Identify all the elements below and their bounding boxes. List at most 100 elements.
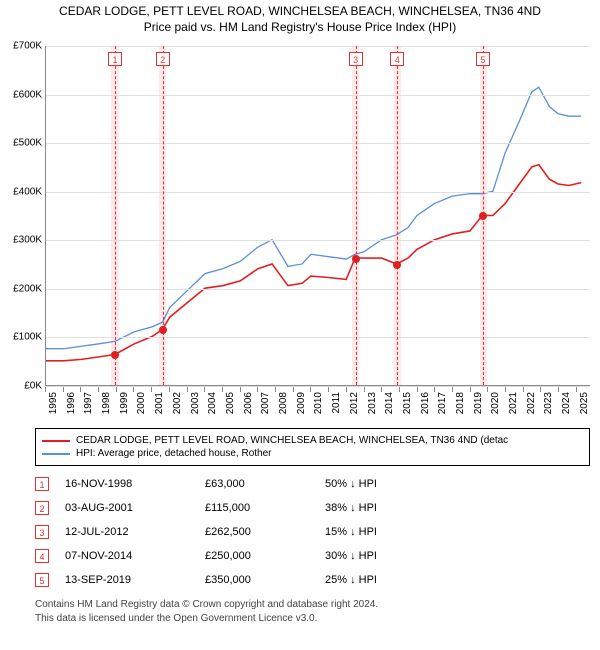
x-tick	[417, 387, 418, 392]
y-axis-label: £100K	[0, 332, 42, 343]
y-axis-label: £500K	[0, 138, 42, 149]
series-price_paid	[46, 165, 581, 361]
x-tick	[576, 387, 577, 392]
event-price: £63,000	[205, 478, 325, 490]
series-hpi	[46, 87, 581, 349]
x-tick	[346, 387, 347, 392]
event-number-box: 5	[35, 573, 49, 587]
legend-row-hpi: HPI: Average price, detached house, Roth…	[42, 448, 583, 459]
y-axis-label: £300K	[0, 235, 42, 246]
x-tick	[133, 387, 134, 392]
x-tick	[275, 387, 276, 392]
event-number-box: 1	[35, 477, 49, 491]
x-tick	[540, 387, 541, 392]
x-tick	[364, 387, 365, 392]
gridline	[46, 143, 590, 144]
legend-label-hpi: HPI: Average price, detached house, Roth…	[76, 448, 272, 459]
chart-area: 12345 £0K£100K£200K£300K£400K£500K£600K£…	[0, 36, 600, 426]
event-date: 07-NOV-2014	[65, 550, 205, 562]
legend-swatch-price-paid	[42, 440, 70, 442]
legend-swatch-hpi	[42, 453, 70, 455]
x-tick	[470, 387, 471, 392]
gridline	[46, 289, 590, 290]
footer-line-2: This data is licensed under the Open Gov…	[35, 612, 590, 626]
price-marker	[159, 326, 167, 334]
x-tick	[151, 387, 152, 392]
x-tick	[116, 387, 117, 392]
event-delta: 50% ↓ HPI	[325, 478, 445, 490]
gridline	[46, 192, 590, 193]
title-line-2: Price paid vs. HM Land Registry's House …	[8, 20, 592, 34]
x-tick	[434, 387, 435, 392]
x-axis-label: 2025	[579, 392, 600, 414]
event-marker: 5	[476, 52, 490, 66]
y-axis-label: £400K	[0, 186, 42, 197]
x-tick	[558, 387, 559, 392]
price-marker	[111, 351, 119, 359]
event-date: 03-AUG-2001	[65, 502, 205, 514]
event-table-row: 4 07-NOV-2014£250,00030% ↓ HPI	[35, 544, 590, 568]
event-table-row: 203-AUG-2001£115,00038% ↓ HPI	[35, 496, 590, 520]
y-axis-label: £200K	[0, 283, 42, 294]
x-tick	[98, 387, 99, 392]
event-line	[356, 46, 357, 385]
x-tick	[487, 387, 488, 392]
x-tick	[222, 387, 223, 392]
footer: Contains HM Land Registry data © Crown c…	[35, 598, 590, 626]
event-marker: 3	[349, 52, 363, 66]
x-tick	[169, 387, 170, 392]
x-tick	[204, 387, 205, 392]
event-number-box: 3	[35, 525, 49, 539]
event-line	[163, 46, 164, 385]
x-tick	[310, 387, 311, 392]
event-delta: 15% ↓ HPI	[325, 526, 445, 538]
gridline	[46, 46, 590, 47]
event-marker: 4	[390, 52, 404, 66]
x-tick	[45, 387, 46, 392]
event-line	[397, 46, 398, 385]
event-table-row: 1 16-NOV-1998£63,00050% ↓ HPI	[35, 472, 590, 496]
event-number-box: 4	[35, 549, 49, 563]
plot-area: 1 2 3 4 5	[45, 46, 590, 386]
x-tick	[63, 387, 64, 392]
event-delta: 30% ↓ HPI	[325, 550, 445, 562]
gridline	[46, 95, 590, 96]
x-tick	[452, 387, 453, 392]
title-block: CEDAR LODGE, PETT LEVEL ROAD, WINCHELSEA…	[0, 0, 600, 36]
event-number-box: 2	[35, 501, 49, 515]
y-axis-label: £600K	[0, 89, 42, 100]
event-marker: 1	[108, 52, 122, 66]
footer-line-1: Contains HM Land Registry data © Crown c…	[35, 598, 590, 612]
events-table: 1 16-NOV-1998£63,00050% ↓ HPI 2 03-AUG-2001…	[35, 472, 590, 592]
event-price: £250,000	[205, 550, 325, 562]
x-tick	[523, 387, 524, 392]
line-svg	[46, 46, 590, 385]
legend-label-price-paid: CEDAR LODGE, PETT LEVEL ROAD, WINCHELSEA…	[76, 435, 508, 446]
price-marker	[479, 212, 487, 220]
event-date: 13-SEP-2019	[65, 574, 205, 586]
x-tick	[293, 387, 294, 392]
event-line	[115, 46, 116, 385]
price-marker	[393, 261, 401, 269]
x-tick	[187, 387, 188, 392]
legend: CEDAR LODGE, PETT LEVEL ROAD, WINCHELSEA…	[35, 428, 590, 466]
event-date: 12-JUL-2012	[65, 526, 205, 538]
event-date: 16-NOV-1998	[65, 478, 205, 490]
event-delta: 38% ↓ HPI	[325, 502, 445, 514]
event-table-row: 312-JUL-2012£262,50015% ↓ HPI	[35, 520, 590, 544]
gridline	[46, 386, 590, 387]
gridline	[46, 337, 590, 338]
gridline	[46, 240, 590, 241]
x-tick	[505, 387, 506, 392]
x-tick	[399, 387, 400, 392]
legend-row-price-paid: CEDAR LODGE, PETT LEVEL ROAD, WINCHELSEA…	[42, 435, 583, 446]
event-price: £350,000	[205, 574, 325, 586]
x-tick	[257, 387, 258, 392]
x-tick	[328, 387, 329, 392]
event-delta: 25% ↓ HPI	[325, 574, 445, 586]
x-tick	[80, 387, 81, 392]
x-tick	[381, 387, 382, 392]
event-marker: 2	[156, 52, 170, 66]
x-tick	[240, 387, 241, 392]
title-line-1: CEDAR LODGE, PETT LEVEL ROAD, WINCHELSEA…	[8, 4, 592, 18]
